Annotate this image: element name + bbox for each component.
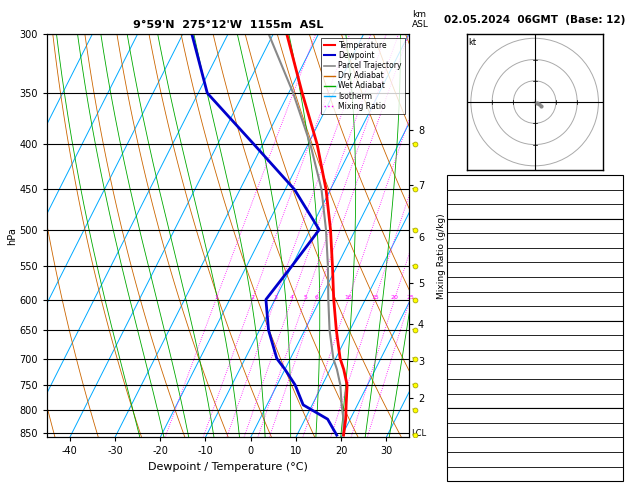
Text: 2: 2	[614, 469, 620, 478]
Text: Totals Totals: Totals Totals	[450, 192, 504, 201]
Text: LCL: LCL	[411, 429, 426, 438]
Text: 5: 5	[303, 295, 307, 299]
Text: 3: 3	[273, 295, 277, 299]
Text: Pressure (mb): Pressure (mb)	[450, 338, 513, 347]
Text: Dewp (°C): Dewp (°C)	[450, 251, 496, 260]
Text: CIN (J): CIN (J)	[450, 397, 478, 405]
Text: Surface: Surface	[517, 222, 552, 230]
Text: K: K	[450, 178, 455, 187]
Text: 15: 15	[371, 295, 379, 299]
Text: 146: 146	[603, 295, 620, 303]
Text: Lifted Index: Lifted Index	[450, 280, 503, 289]
Text: CAPE (J): CAPE (J)	[450, 295, 486, 303]
Text: 14: 14	[608, 309, 620, 318]
Text: 02.05.2024  06GMT  (Base: 12): 02.05.2024 06GMT (Base: 12)	[444, 15, 625, 25]
Text: -1: -1	[611, 367, 620, 376]
Text: 1: 1	[214, 295, 218, 299]
Text: 18.8: 18.8	[599, 251, 620, 260]
Text: EH: EH	[450, 426, 462, 434]
Text: θₑ(K): θₑ(K)	[450, 265, 472, 274]
Text: PW (cm): PW (cm)	[450, 207, 487, 216]
Text: CAPE (J): CAPE (J)	[450, 382, 486, 391]
Text: 350: 350	[603, 265, 620, 274]
Text: Temp (°C): Temp (°C)	[450, 236, 494, 245]
Text: 6: 6	[314, 295, 318, 299]
Text: 0: 0	[614, 440, 620, 449]
Text: 146: 146	[603, 382, 620, 391]
Text: 25: 25	[406, 295, 414, 299]
Text: Hodograph: Hodograph	[509, 411, 560, 420]
Text: 885: 885	[603, 338, 620, 347]
Text: 20: 20	[391, 295, 398, 299]
Text: StmDir: StmDir	[450, 455, 481, 464]
Y-axis label: hPa: hPa	[7, 227, 17, 244]
Text: CIN (J): CIN (J)	[450, 309, 478, 318]
Text: 350: 350	[603, 353, 620, 362]
Text: Most Unstable: Most Unstable	[503, 324, 567, 332]
Text: -0: -0	[611, 426, 620, 434]
Text: θₑ (K): θₑ (K)	[450, 353, 475, 362]
Text: 14: 14	[608, 397, 620, 405]
Text: 36: 36	[608, 178, 620, 187]
Text: km
ASL: km ASL	[412, 11, 429, 29]
Text: Mixing Ratio (g/kg): Mixing Ratio (g/kg)	[437, 213, 446, 299]
X-axis label: Dewpoint / Temperature (°C): Dewpoint / Temperature (°C)	[148, 462, 308, 472]
Text: Lifted Index: Lifted Index	[450, 367, 503, 376]
Legend: Temperature, Dewpoint, Parcel Trajectory, Dry Adiabat, Wet Adiabat, Isotherm, Mi: Temperature, Dewpoint, Parcel Trajectory…	[321, 38, 405, 114]
Text: 359°: 359°	[598, 455, 620, 464]
Text: 20.3: 20.3	[599, 236, 620, 245]
Text: 43: 43	[608, 192, 620, 201]
Text: StmSpd (kt): StmSpd (kt)	[450, 469, 504, 478]
Text: SREH: SREH	[450, 440, 474, 449]
Text: 3.25: 3.25	[599, 207, 620, 216]
Title: 9°59'N  275°12'W  1155m  ASL: 9°59'N 275°12'W 1155m ASL	[133, 20, 323, 31]
Text: 10: 10	[345, 295, 352, 299]
Text: -1: -1	[611, 280, 620, 289]
Text: 4: 4	[290, 295, 294, 299]
Text: 2: 2	[250, 295, 255, 299]
Text: kt: kt	[469, 38, 477, 47]
